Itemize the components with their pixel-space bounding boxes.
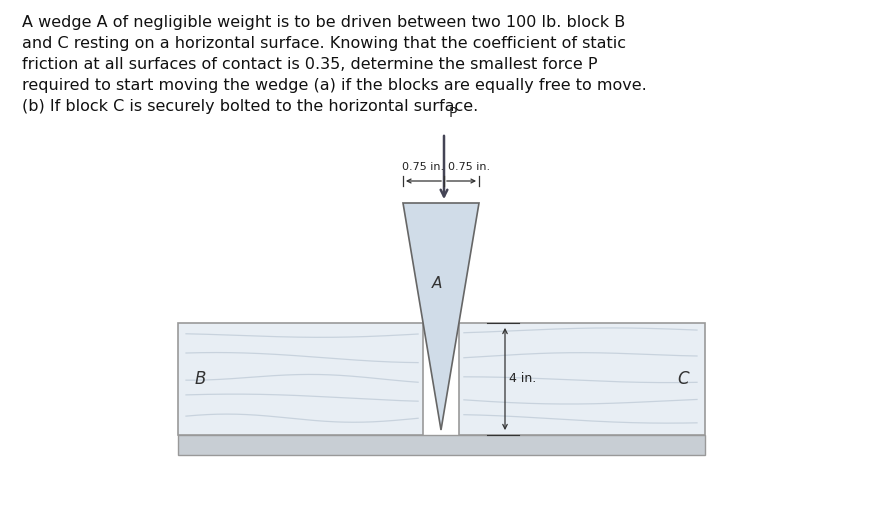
Text: A wedge A of negligible weight is to be driven between two 100 lb. block B
and C: A wedge A of negligible weight is to be … — [22, 15, 646, 114]
Bar — [178, 323, 423, 435]
Text: 4 in.: 4 in. — [509, 372, 536, 385]
Text: B: B — [194, 370, 206, 388]
Bar — [178, 435, 705, 455]
Text: A: A — [432, 275, 442, 290]
Text: P: P — [449, 106, 457, 120]
Text: 0.75 in.: 0.75 in. — [403, 162, 444, 172]
Bar — [459, 323, 705, 435]
Polygon shape — [403, 203, 479, 430]
Text: C: C — [677, 370, 689, 388]
Text: 0.75 in.: 0.75 in. — [449, 162, 491, 172]
